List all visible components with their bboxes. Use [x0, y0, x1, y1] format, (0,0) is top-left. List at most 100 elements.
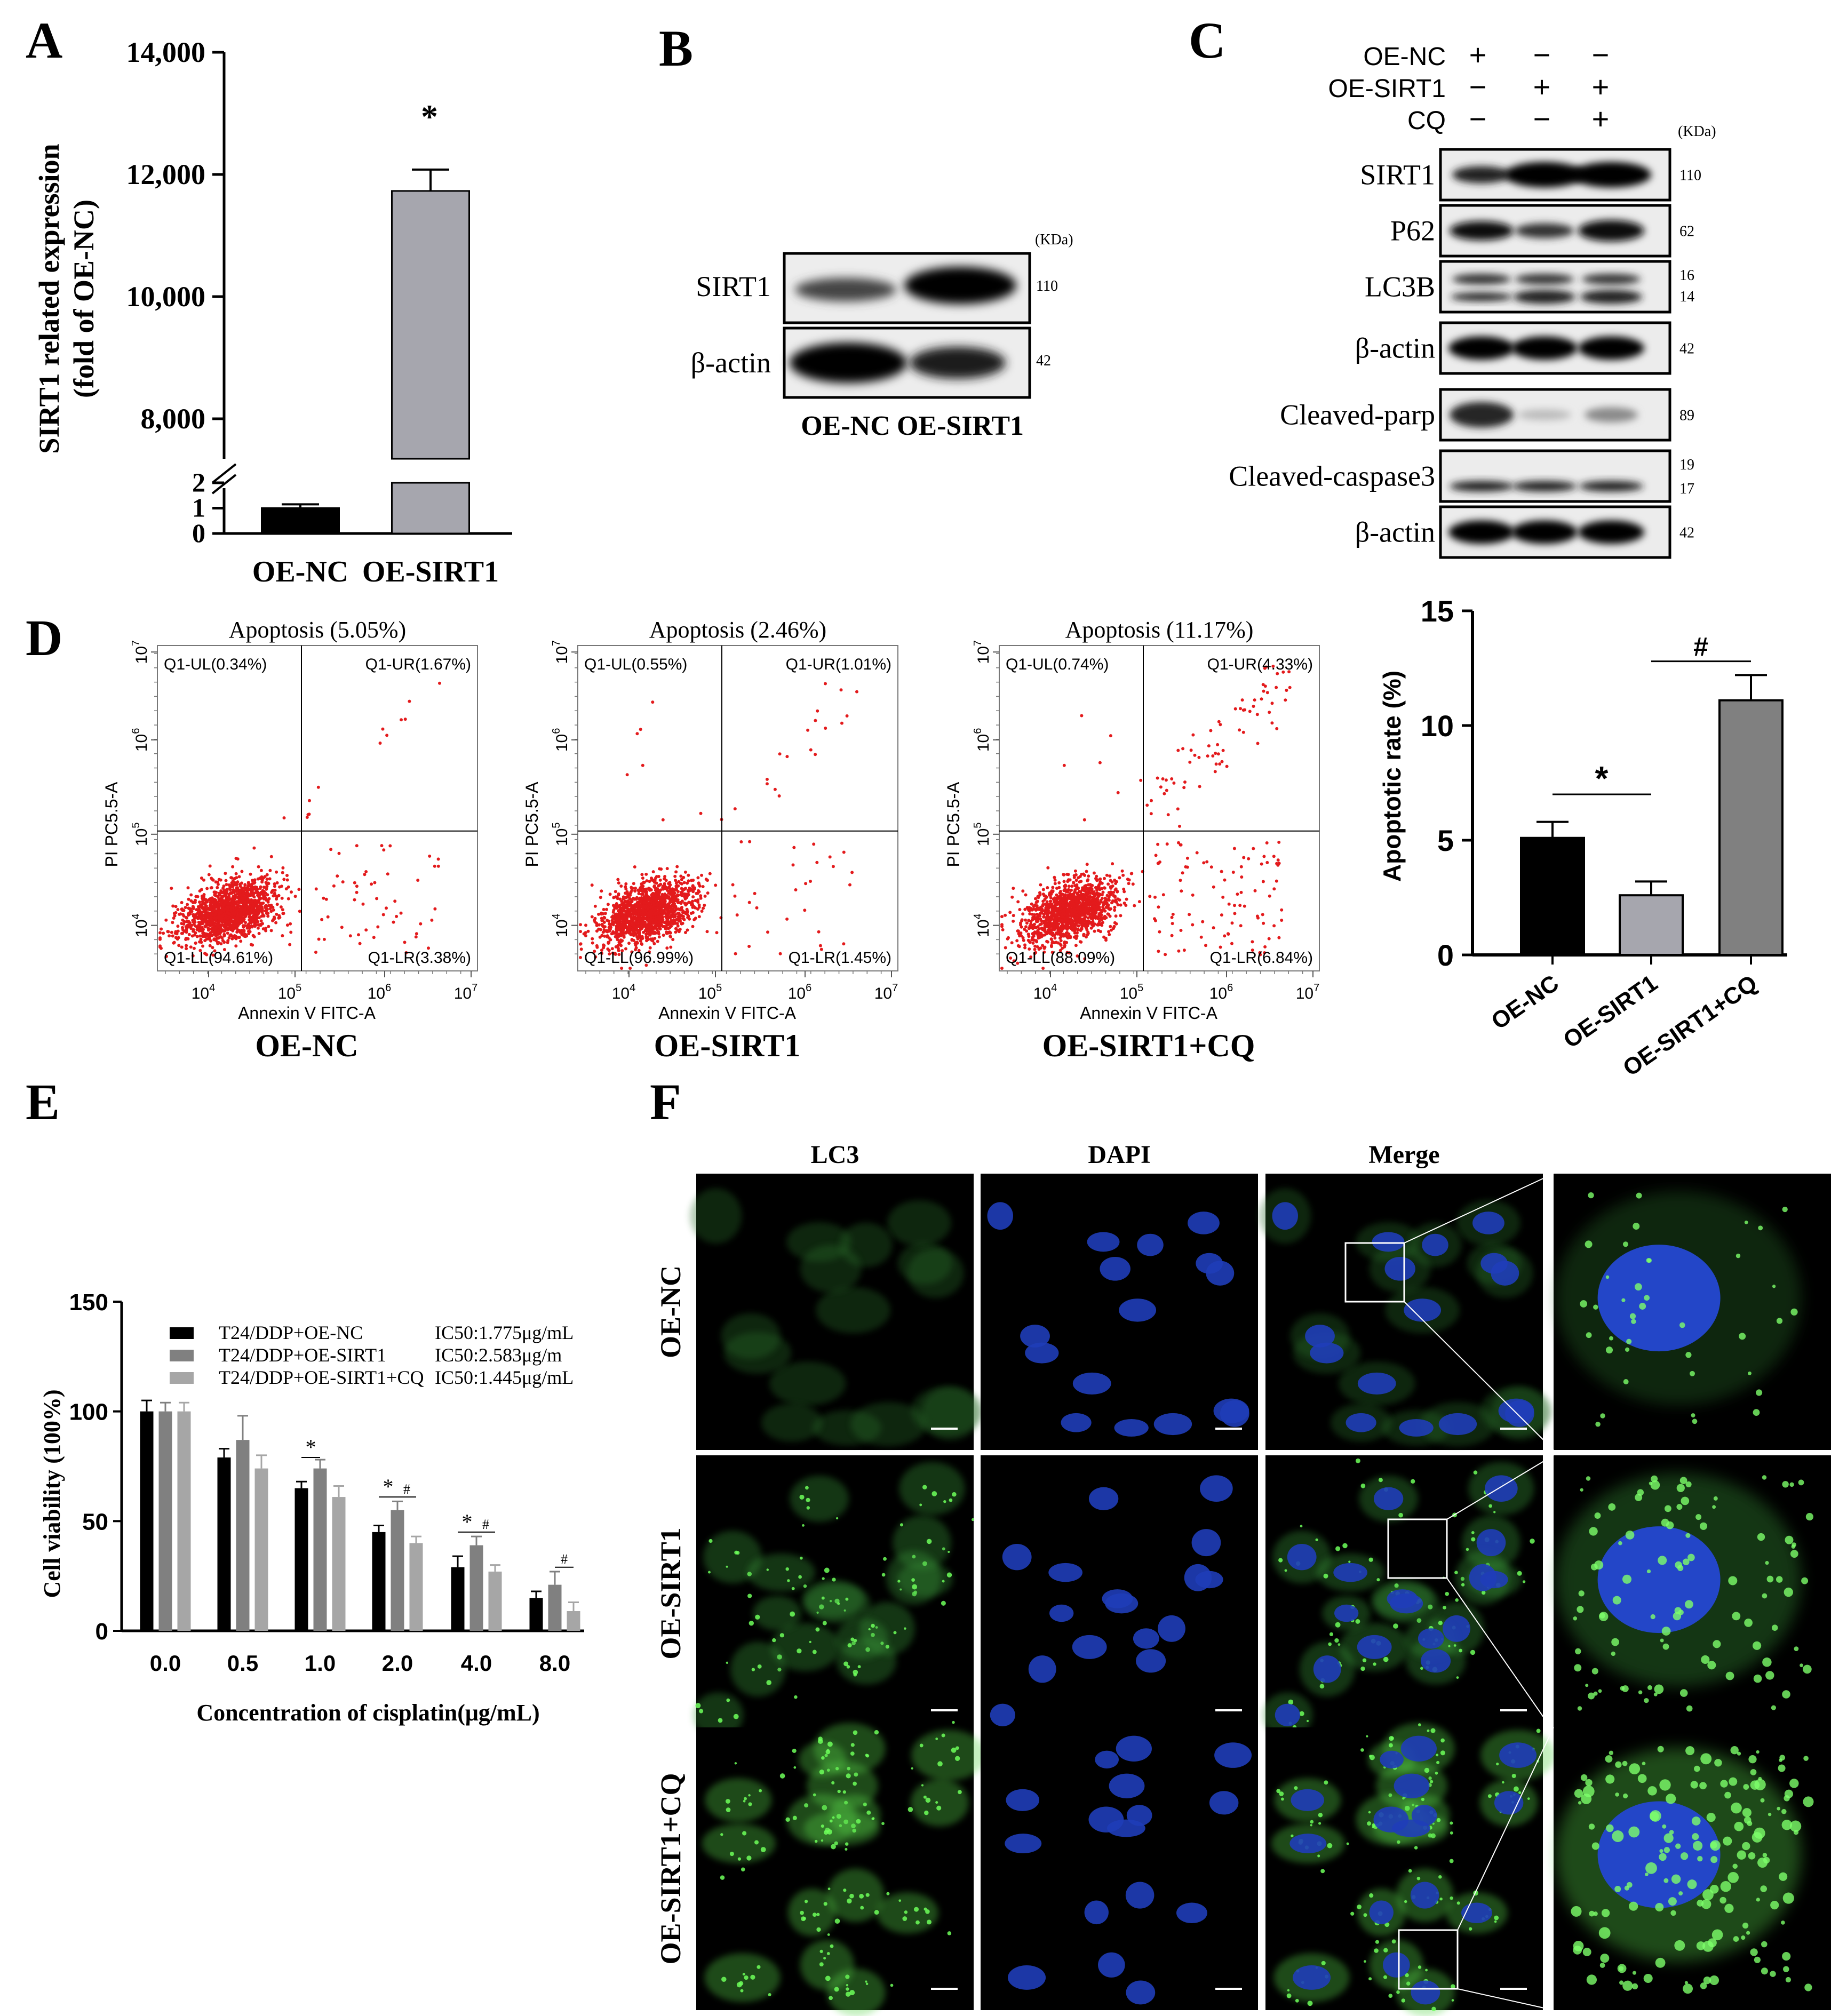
- panel-c-band-lc3b-i: [1515, 274, 1574, 285]
- flow-event: [1098, 930, 1102, 934]
- flow-event: [602, 944, 606, 947]
- flow-event: [1276, 858, 1280, 862]
- panel-d-bar: [1619, 894, 1684, 957]
- flow-event: [1039, 931, 1043, 935]
- flow-event: [1288, 686, 1292, 689]
- flow-event: [1024, 925, 1028, 929]
- flow-event: [275, 903, 279, 906]
- flow-event: [620, 949, 624, 952]
- flow-event: [638, 924, 641, 928]
- flow-event: [653, 906, 657, 910]
- flow-event: [388, 844, 392, 848]
- flow-event: [616, 928, 620, 932]
- flow-event: [1242, 856, 1246, 859]
- panel-c-band: [1585, 407, 1638, 423]
- flow-event: [230, 911, 234, 915]
- flow-event: [1044, 925, 1047, 928]
- flow-x-tick-label: 105: [278, 982, 302, 1002]
- flow-event: [1096, 922, 1100, 926]
- flow-event: [1089, 926, 1093, 930]
- flow-event: [657, 930, 660, 934]
- flow-x-tick-label: 104: [1033, 982, 1057, 1002]
- flow-event: [376, 925, 380, 929]
- flow-event: [1233, 912, 1237, 915]
- flow-event: [1153, 895, 1157, 899]
- flow-event: [662, 911, 666, 915]
- flow-event: [1113, 905, 1117, 909]
- flow-event: [261, 876, 265, 880]
- flow-event: [1230, 921, 1234, 925]
- flow-event: [246, 923, 250, 927]
- flow-event: [269, 929, 273, 933]
- panel-f-nucleus: [1100, 1256, 1131, 1281]
- flow-event: [1059, 890, 1062, 893]
- flow-event: [652, 884, 656, 888]
- flow-event: [186, 886, 190, 890]
- flow-event: [638, 907, 641, 911]
- flow-event: [217, 878, 221, 881]
- flow-event: [281, 934, 284, 937]
- flow-event: [399, 911, 403, 915]
- flow-x-tick-label: 107: [874, 982, 898, 1002]
- flow-event: [381, 913, 385, 917]
- panel-a-upper-tick-label: 12,000: [126, 158, 206, 190]
- flow-event: [658, 878, 662, 882]
- flow-event: [158, 936, 162, 940]
- flow-event: [681, 909, 685, 913]
- panel-e-bar: [469, 1545, 483, 1631]
- flow-event: [1164, 953, 1167, 957]
- flow-event: [332, 884, 336, 888]
- flow-event: [616, 923, 620, 927]
- flow-event: [624, 891, 627, 895]
- flow-event: [189, 945, 193, 949]
- flow-event: [1045, 900, 1049, 904]
- flow-event: [622, 930, 625, 934]
- flow-event: [1082, 917, 1086, 921]
- flow-event: [267, 925, 270, 928]
- flow-event: [614, 890, 617, 894]
- flow-event: [1036, 925, 1040, 929]
- flow-event: [1182, 949, 1186, 952]
- flow-event: [640, 896, 644, 900]
- flow-event: [1037, 947, 1041, 951]
- flow-plot-events: [579, 682, 858, 970]
- flow-event: [1066, 913, 1070, 917]
- flow-event: [651, 700, 655, 704]
- flow-event: [632, 917, 636, 921]
- flow-event: [1046, 940, 1049, 944]
- panel-c-kda-unit: (KDa): [1678, 123, 1716, 140]
- flow-event: [261, 922, 264, 926]
- panel-c-band: [1515, 223, 1574, 238]
- flow-plot-group-name: OE-SIRT1: [654, 1028, 801, 1063]
- flow-event: [1093, 929, 1096, 933]
- flow-event: [1256, 916, 1260, 920]
- flow-event: [647, 921, 651, 925]
- flow-event: [395, 914, 399, 918]
- flow-event: [1156, 862, 1160, 865]
- flow-event: [1230, 942, 1233, 945]
- flow-event: [219, 931, 222, 934]
- flow-event: [1051, 886, 1055, 889]
- flow-event: [672, 915, 675, 919]
- panel-e-legend-name: T24/DDP+OE-SIRT1+CQ: [219, 1367, 424, 1388]
- flow-event: [679, 874, 683, 878]
- panel-f-cell-cytoplasm: [761, 1403, 823, 1442]
- flow-event: [654, 876, 657, 880]
- flow-event: [840, 721, 843, 725]
- flow-event: [1074, 921, 1078, 925]
- panel-e-ylabel: Cell viability (100%): [39, 1389, 65, 1598]
- flow-event: [1119, 914, 1122, 918]
- flow-event: [674, 870, 678, 874]
- flow-event: [197, 928, 201, 931]
- flow-event: [778, 952, 782, 955]
- flow-event: [1095, 887, 1099, 891]
- flow-event: [1216, 752, 1220, 756]
- flow-event: [1039, 911, 1042, 915]
- flow-event: [1058, 918, 1062, 922]
- flow-event: [665, 946, 669, 950]
- panel-a-lower-tick-label: 0: [192, 518, 205, 548]
- flow-event: [1107, 896, 1111, 899]
- panel-f-image-0-0: [690, 1174, 983, 1450]
- flow-event: [281, 908, 284, 912]
- flow-event: [234, 872, 238, 875]
